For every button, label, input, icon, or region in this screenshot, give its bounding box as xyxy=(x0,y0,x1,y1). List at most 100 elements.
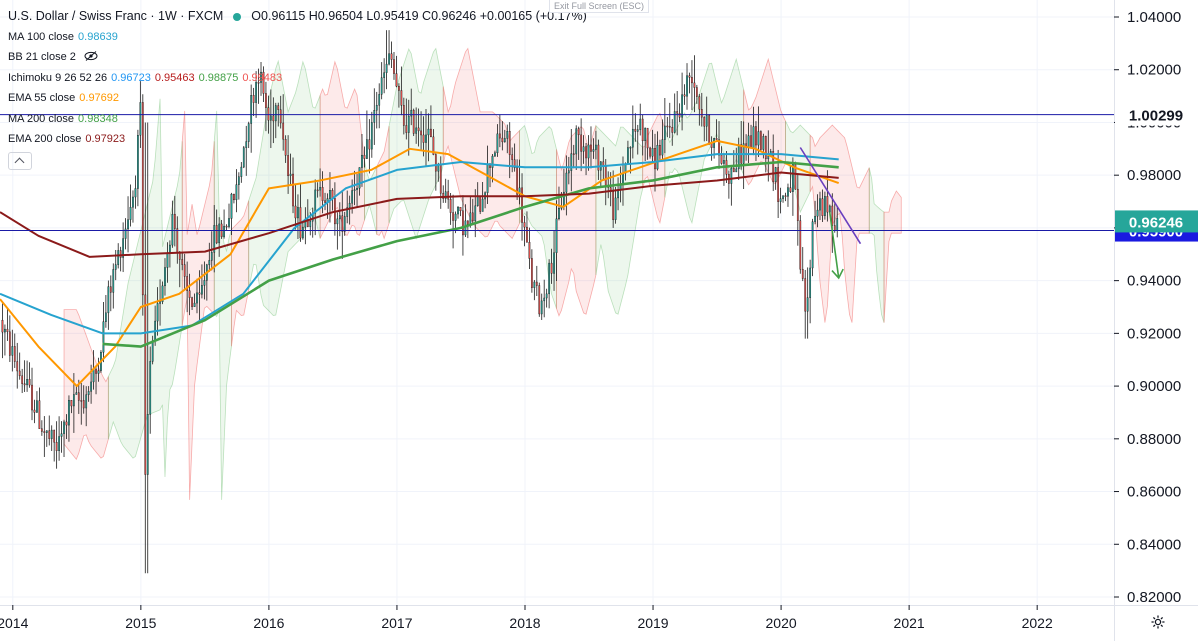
indicator-value: 0.97923 xyxy=(85,133,126,145)
candle-body xyxy=(523,222,526,228)
candle-body xyxy=(70,400,73,407)
candle-body xyxy=(703,116,706,127)
candle-body xyxy=(72,394,75,407)
ichimoku-cloud-segment xyxy=(63,309,109,461)
indicator-legend-row[interactable]: BB 21 close 2 xyxy=(8,47,587,68)
time-tick-label: 2020 xyxy=(766,615,797,631)
candle-body xyxy=(53,429,56,443)
candle-body xyxy=(612,191,615,220)
candle-body xyxy=(819,198,821,211)
candle-body xyxy=(23,383,26,386)
indicator-legend-row[interactable]: MA 200 close 0.98348 xyxy=(8,109,587,130)
candle-body xyxy=(198,292,201,295)
candle-body xyxy=(63,421,65,434)
indicator-lines xyxy=(0,139,840,388)
candle-body xyxy=(319,187,321,191)
time-tick-label: 2015 xyxy=(125,615,156,631)
candle-body xyxy=(732,167,735,173)
indicator-legend-row[interactable]: EMA 55 close 0.97692 xyxy=(8,88,587,109)
candle-body xyxy=(33,409,36,413)
indicator-legend-row[interactable]: MA 100 close 0.98639 xyxy=(8,27,587,48)
candle-body xyxy=(550,262,553,274)
candle-body xyxy=(447,191,450,200)
candle-body xyxy=(720,154,723,164)
candle-body xyxy=(649,147,651,157)
time-tick-label: 2014 xyxy=(0,615,29,631)
trend-line[interactable] xyxy=(799,147,862,245)
ichimoku-cloud-segment xyxy=(442,47,520,240)
price-tick-label: 0.90000 xyxy=(1127,378,1181,395)
candle-body xyxy=(284,139,287,156)
trend-line[interactable] xyxy=(828,211,840,279)
candle-body xyxy=(715,138,718,140)
candle-body xyxy=(595,144,597,150)
candle-body xyxy=(218,223,221,244)
collapse-legend-button[interactable] xyxy=(8,151,32,170)
ichimoku-cloud-segment xyxy=(231,200,250,347)
candle-body xyxy=(393,59,395,74)
candle-body xyxy=(663,125,666,140)
candle-body xyxy=(129,206,132,220)
candle-body xyxy=(459,207,462,212)
candle-body xyxy=(705,115,708,127)
price-axis[interactable]: 1.040001.020001.000000.980000.960000.940… xyxy=(1114,9,1181,606)
price-tick-label: 0.84000 xyxy=(1127,536,1181,553)
ichimoku-cloud-segment xyxy=(743,57,786,186)
candle-body xyxy=(8,331,11,356)
candle-body xyxy=(13,346,16,362)
candle-body xyxy=(109,286,112,293)
indicator-label: EMA 200 close xyxy=(8,133,82,145)
exit-full-screen-button[interactable]: Exit Full Screen (ESC) xyxy=(549,0,650,13)
gear-icon[interactable] xyxy=(1150,614,1166,630)
candle-body xyxy=(247,123,250,142)
candle-body xyxy=(324,200,326,203)
candle-body xyxy=(282,122,285,140)
candle-body xyxy=(444,191,447,199)
time-axis[interactable]: 2014 2015 2016 2017 2018 2019 2020 2021 2022 xyxy=(0,605,1053,631)
eye-off-icon[interactable] xyxy=(84,51,98,61)
candle-body xyxy=(735,168,738,173)
candle-body xyxy=(577,128,580,136)
candle-body xyxy=(755,126,757,146)
candle-body xyxy=(691,77,693,84)
candle-body xyxy=(341,215,344,232)
candle-body xyxy=(368,139,371,150)
candle-body xyxy=(821,198,824,216)
indicator-value: 0.97692 xyxy=(79,92,120,104)
candle-body xyxy=(356,188,358,190)
candle-body xyxy=(572,153,575,155)
candle-body xyxy=(351,190,354,204)
candle-body xyxy=(548,262,550,295)
indicator-legend-row[interactable]: Ichimoku 9 26 52 26 0.96723 0.95463 0.98875… xyxy=(8,68,587,89)
candle-body xyxy=(250,95,253,124)
candle-body xyxy=(710,143,713,148)
candle-body xyxy=(457,207,459,215)
candle-body xyxy=(255,82,257,103)
candle-body xyxy=(629,146,632,149)
candle-body xyxy=(398,85,400,91)
candle-body xyxy=(661,139,664,156)
candle-body xyxy=(503,138,506,143)
candle-body xyxy=(191,297,193,307)
candle-body xyxy=(405,125,408,133)
candle-body xyxy=(449,198,452,213)
candle-body xyxy=(513,159,516,169)
candle-body xyxy=(141,102,144,296)
candle-body xyxy=(58,436,60,452)
candle-body xyxy=(784,195,787,197)
candle-body xyxy=(134,188,137,198)
candle-body xyxy=(28,379,31,386)
candle-body xyxy=(87,391,90,395)
indicator-legend-row[interactable]: EMA 200 close 0.97923 xyxy=(8,129,587,150)
candle-body xyxy=(639,118,642,130)
candle-body xyxy=(375,105,378,111)
candle-body xyxy=(757,131,760,146)
candle-body xyxy=(45,430,48,433)
ichimoku-cloud-segment xyxy=(595,124,644,315)
candle-body xyxy=(112,269,115,293)
candle-body xyxy=(361,154,363,168)
candle-body xyxy=(203,280,206,286)
candle-body xyxy=(43,431,46,433)
candle-body xyxy=(358,167,361,189)
